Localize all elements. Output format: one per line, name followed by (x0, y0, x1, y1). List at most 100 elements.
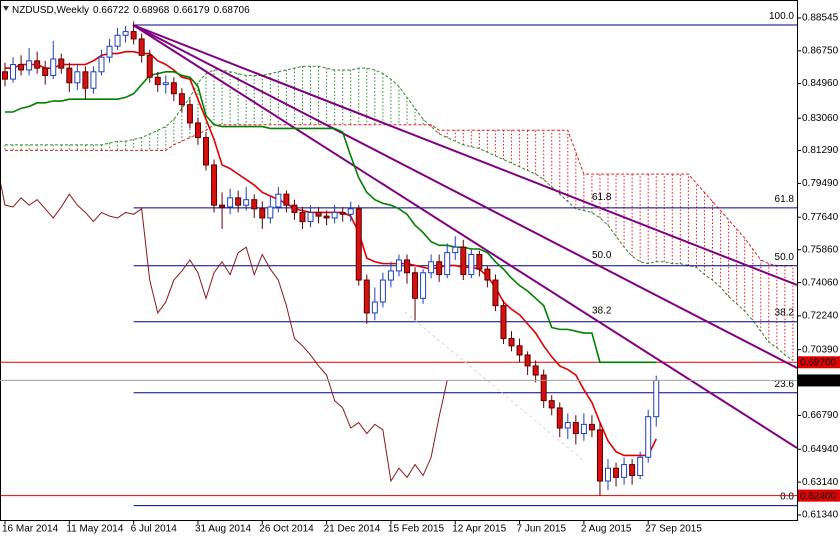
candle-body (428, 261, 435, 274)
x-tick-label: 12 Apr 2015 (452, 524, 506, 535)
candle-body (178, 93, 185, 106)
candle-body (162, 82, 169, 86)
x-tick-label: 11 May 2014 (66, 524, 124, 535)
candle-body (291, 204, 298, 213)
candle-body (58, 58, 65, 69)
fib-mid-label: 38.2 (592, 306, 612, 317)
x-tick-label: 16 Mar 2014 (2, 524, 59, 535)
candle-body (186, 104, 193, 124)
candle-body (98, 56, 105, 73)
header-high: 0.68968 (133, 5, 170, 16)
kijun-line (5, 71, 657, 364)
candle-body (572, 422, 579, 435)
candle-body (106, 45, 113, 58)
header-text: NZDUSD,Weekly 0.66722 0.68968 0.66179 0.6870… (12, 5, 250, 16)
candle-body (436, 261, 443, 276)
candle-body (170, 82, 177, 95)
y-tick-label: 0.74060 (802, 277, 839, 288)
candle-body (283, 193, 290, 206)
tenkan-line (5, 50, 657, 457)
trendlines (132, 24, 797, 463)
fib-mid-label: 61.8 (592, 192, 612, 203)
chikou-line (0, 177, 448, 483)
x-tick-label: 21 Dec 2014 (324, 524, 381, 535)
candle-body (420, 272, 427, 299)
candle-body (508, 338, 515, 347)
fib-label: 50.0 (775, 252, 795, 263)
candle-body (556, 407, 563, 429)
current-price-box (797, 374, 840, 387)
candle-body (219, 204, 226, 208)
price-box-label: 0.69700 (800, 357, 837, 368)
candle-body (500, 305, 507, 340)
y-tick-label: 0.66790 (802, 410, 839, 421)
candle-body (444, 252, 451, 276)
candle-body (66, 67, 73, 84)
candle-body (235, 197, 242, 206)
candle-body (227, 197, 234, 208)
candle-body (395, 259, 402, 272)
header-open: 0.66722 (93, 5, 130, 16)
candle-body (74, 71, 81, 84)
y-tick-label: 0.63140 (802, 477, 839, 488)
candle-body (629, 464, 636, 477)
x-tick-label: 26 Oct 2014 (259, 524, 314, 535)
candle-body (621, 464, 628, 478)
candle-body (540, 374, 547, 402)
candle-body (82, 71, 89, 89)
fib-label: 0.0 (780, 492, 794, 503)
header-icon (3, 6, 9, 11)
trendline (132, 24, 797, 369)
candle-body (34, 60, 41, 69)
candle-body (10, 63, 17, 80)
trendline (132, 24, 797, 286)
candle-body (613, 467, 620, 478)
indicator-lines (0, 50, 657, 483)
candle-body (138, 38, 145, 56)
candle-body (130, 31, 137, 40)
x-tick-label: 15 Feb 2015 (388, 524, 445, 535)
candle-body (299, 211, 306, 223)
y-tick-label: 0.83060 (802, 113, 839, 124)
current-price-label: 0.68706 (800, 376, 837, 387)
y-tick-label: 0.86750 (802, 45, 839, 56)
x-tick-label: 2 Aug 2015 (581, 524, 632, 535)
candle-body (323, 215, 330, 219)
candle-body (18, 63, 25, 71)
candle-body (492, 279, 499, 307)
candle-body (307, 211, 314, 223)
fib-label: 23.6 (775, 379, 795, 390)
candles (2, 21, 660, 496)
cloud-span-b (5, 124, 793, 266)
candle-body (42, 67, 49, 76)
candle-body (251, 199, 258, 210)
header-close: 0.68706 (214, 5, 251, 16)
candle-body (114, 34, 121, 47)
price-box-label: 0.62400 (800, 491, 837, 502)
candle-body (347, 208, 354, 215)
fib-label: 100.0 (769, 11, 794, 22)
candle-body (363, 279, 370, 314)
candle-body (524, 354, 531, 367)
candle-body (371, 301, 378, 314)
candle-body (267, 206, 274, 219)
y-tick-label: 0.61340 (802, 510, 839, 521)
candle-body (653, 379, 660, 418)
candle-body (468, 253, 475, 276)
x-tick-label: 6 Jul 2014 (131, 524, 178, 535)
candle-body (548, 400, 555, 409)
y-tick-label: 0.79490 (802, 178, 839, 189)
candle-body (331, 211, 338, 219)
candle-body (2, 71, 8, 80)
trendline (132, 24, 797, 449)
candle-body (605, 467, 611, 482)
y-tick-label: 0.81290 (802, 145, 839, 156)
y-tick-label: 0.84960 (802, 78, 839, 89)
symbol-title: NZDUSD,Weekly (12, 5, 89, 16)
candle-body (460, 246, 467, 276)
candle-body (355, 208, 362, 281)
y-tick-label: 0.88545 (802, 13, 839, 24)
